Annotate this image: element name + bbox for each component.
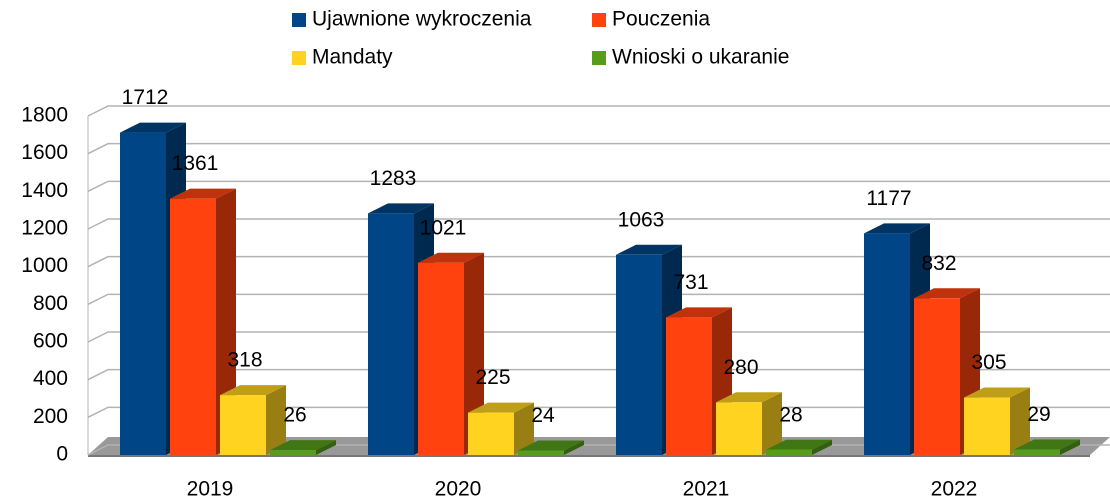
data-label: 1063	[618, 208, 665, 231]
bar	[270, 450, 316, 455]
bar	[864, 233, 910, 455]
data-label: 24	[531, 404, 555, 427]
bar-side	[216, 188, 236, 455]
bar-side	[1010, 387, 1030, 455]
bar-top	[270, 440, 336, 451]
bar-top	[170, 188, 236, 199]
data-label: 731	[673, 271, 708, 294]
legend-swatch	[592, 51, 606, 65]
bar-side	[762, 392, 782, 455]
bar	[964, 397, 1010, 455]
bar-side	[1060, 439, 1080, 455]
grid-line	[87, 255, 1110, 268]
y-tick-label: 1000	[21, 254, 68, 277]
bar-side	[564, 440, 584, 455]
legend-swatch	[292, 13, 306, 27]
grid-line	[87, 368, 1110, 381]
data-label: 280	[723, 356, 758, 379]
bar-top	[964, 387, 1030, 398]
y-tick-label: 1200	[21, 217, 68, 240]
y-tick-label: 200	[33, 405, 68, 428]
bar	[666, 317, 712, 455]
x-tick-label: 2021	[683, 478, 730, 500]
y-tick-label: 1400	[21, 179, 68, 202]
data-label: 318	[227, 349, 262, 372]
grid-line	[87, 180, 1110, 193]
grid-line	[87, 142, 1110, 155]
bar	[518, 450, 564, 455]
bar	[418, 262, 464, 455]
bar-side	[464, 252, 484, 455]
bar-side	[514, 402, 534, 455]
data-label: 305	[971, 351, 1006, 374]
bar-top	[1014, 439, 1080, 450]
bar-top	[120, 122, 186, 133]
y-tick-label: 400	[33, 367, 68, 390]
data-label: 1177	[866, 187, 911, 210]
data-label: 28	[779, 403, 802, 426]
x-tick-label: 2019	[187, 478, 234, 500]
data-label: 1361	[172, 152, 219, 175]
bar	[468, 412, 514, 455]
x-tick-label: 2020	[435, 478, 482, 500]
bar-top	[518, 440, 584, 451]
data-label: 29	[1027, 403, 1050, 426]
legend-label: Wnioski o ukaranie	[612, 46, 789, 69]
legend-label: Pouczenia	[612, 8, 710, 31]
bar-top	[220, 385, 286, 396]
bar-top	[716, 392, 782, 403]
legend-swatch	[292, 51, 306, 65]
bar	[1014, 449, 1060, 455]
y-tick-label: 1800	[21, 104, 68, 127]
y-tick-label: 0	[56, 443, 68, 466]
bar	[120, 132, 166, 455]
floor	[88, 437, 1110, 455]
x-tick-label: 2022	[931, 478, 978, 500]
bar-side	[812, 439, 832, 455]
data-label: 26	[283, 404, 306, 427]
bar-side	[266, 385, 286, 455]
bar	[766, 449, 812, 455]
data-label: 225	[475, 366, 510, 389]
y-tick-label: 600	[33, 330, 68, 353]
bar	[368, 213, 414, 455]
bar-top	[766, 439, 832, 450]
grid-line	[87, 293, 1110, 306]
bar-top	[468, 402, 534, 413]
bar-side	[316, 440, 336, 455]
data-label: 1021	[420, 216, 467, 239]
y-tick-label: 800	[33, 292, 68, 315]
bar	[914, 298, 960, 455]
floor-front	[88, 455, 1090, 457]
bar	[170, 198, 216, 455]
data-label: 832	[921, 252, 956, 275]
legend-swatch	[592, 13, 606, 27]
grid-line	[87, 218, 1110, 230]
grid-line	[87, 331, 1110, 343]
bar-top	[368, 203, 434, 214]
data-label: 1283	[370, 167, 417, 190]
bar-top	[914, 288, 980, 299]
bar-top	[666, 307, 732, 318]
bar-top	[418, 252, 484, 263]
bar	[616, 254, 662, 455]
bar	[220, 395, 266, 455]
legend-label: Ujawnione wykroczenia	[312, 8, 532, 31]
bar-top	[616, 244, 682, 255]
bar	[716, 402, 762, 455]
grid-line	[87, 105, 1110, 117]
bar-top	[864, 223, 930, 234]
data-label: 1712	[122, 86, 169, 109]
y-tick-label: 1600	[21, 141, 68, 164]
legend-label: Mandaty	[312, 46, 393, 69]
